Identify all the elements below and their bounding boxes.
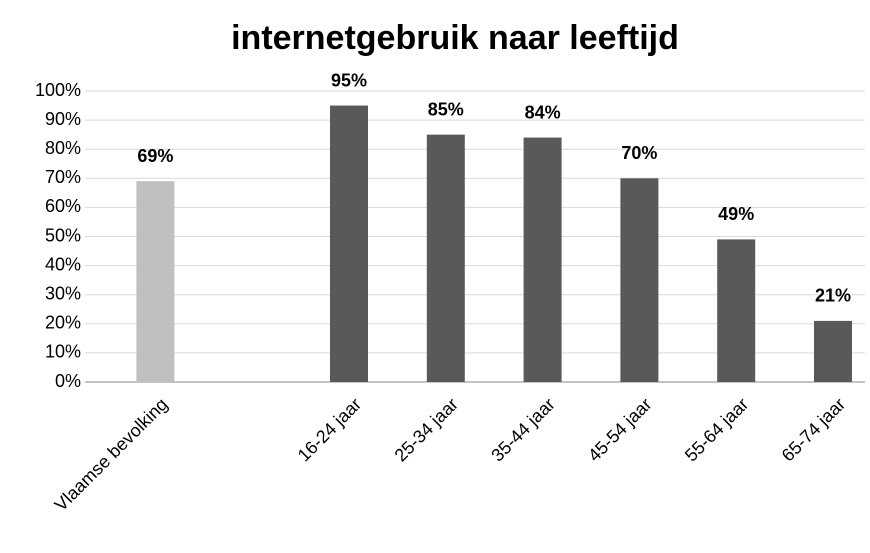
value-label: 69%	[137, 146, 173, 166]
y-tick-label: 70%	[45, 167, 81, 187]
y-tick-label: 10%	[45, 342, 81, 362]
y-tick-label: 50%	[45, 225, 81, 245]
bar	[426, 134, 465, 382]
value-label: 21%	[815, 286, 851, 306]
y-tick-label: 0%	[55, 371, 81, 391]
x-tick-label: 45-54 jaar	[584, 394, 655, 465]
x-tick-label: 16-24 jaar	[294, 394, 365, 465]
x-tick-label: Vlaamse bevolking	[51, 394, 172, 515]
value-label: 49%	[718, 204, 754, 224]
x-tick-label: 65-74 jaar	[778, 394, 849, 465]
y-tick-label: 80%	[45, 138, 81, 158]
y-tick-label: 30%	[45, 283, 81, 303]
bar	[717, 239, 756, 382]
value-label: 85%	[428, 99, 464, 119]
value-label: 95%	[331, 70, 367, 90]
bar	[814, 320, 852, 382]
y-tick-label: 40%	[45, 254, 81, 274]
bar	[330, 105, 368, 383]
x-tick-label: 35-44 jaar	[487, 394, 558, 465]
chart-title: internetgebruik naar leeftijd	[231, 19, 679, 57]
bar	[523, 137, 562, 382]
value-label: 70%	[621, 143, 657, 163]
bar	[620, 178, 659, 382]
value-label: 84%	[525, 102, 561, 122]
y-tick-label: 90%	[45, 109, 81, 129]
x-tick-label: 55-64 jaar	[681, 394, 752, 465]
x-tick-label: 25-34 jaar	[391, 394, 462, 465]
bar	[136, 181, 175, 382]
y-tick-label: 60%	[45, 196, 81, 216]
y-tick-label: 100%	[35, 80, 81, 100]
y-tick-label: 20%	[45, 313, 81, 333]
